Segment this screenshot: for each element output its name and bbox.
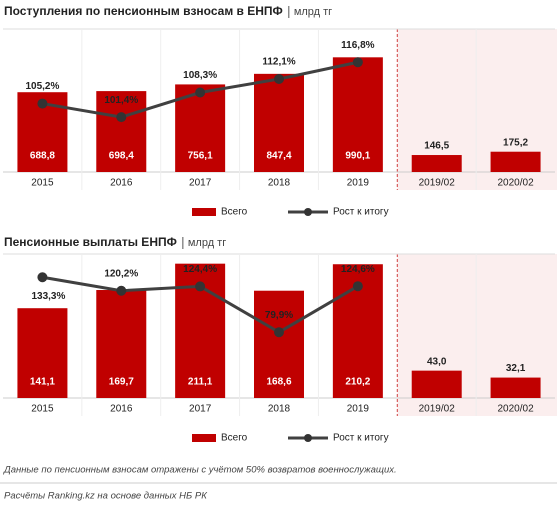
bar xyxy=(490,377,541,398)
bar-value-label: 168,6 xyxy=(266,377,291,388)
chart-unit: млрд тг xyxy=(294,6,332,18)
x-tick-label: 2017 xyxy=(189,404,212,415)
bar xyxy=(332,57,383,172)
growth-marker xyxy=(116,112,127,123)
legend-label: Рост к итогу xyxy=(333,433,389,444)
x-tick-label: 2019/02 xyxy=(419,404,456,415)
legend-marker xyxy=(304,434,312,442)
line-value-label: 101,4% xyxy=(104,95,138,106)
x-tick-label: 2018 xyxy=(268,178,291,189)
growth-marker xyxy=(37,272,48,283)
source: Расчёты Ranking.kz на основе данных НБ Р… xyxy=(4,491,208,502)
chart-title: Поступления по пенсионным взносам в ЕНПФ xyxy=(4,4,283,18)
line-value-label: 124,6% xyxy=(341,264,375,275)
line-value-label: 105,2% xyxy=(25,81,59,92)
x-tick-label: 2019 xyxy=(347,404,370,415)
growth-marker xyxy=(274,327,284,338)
x-tick-label: 2015 xyxy=(31,178,54,189)
x-tick-label: 2020/02 xyxy=(497,404,534,415)
bar xyxy=(96,290,147,398)
line-value-label: 120,2% xyxy=(104,268,138,279)
chart-title: Пенсионные выплаты ЕНПФ xyxy=(4,235,177,249)
x-tick-label: 2017 xyxy=(189,178,212,189)
bar-value-label: 698,4 xyxy=(109,151,134,162)
x-tick-label: 2018 xyxy=(268,404,291,415)
bar-value-label: 990,1 xyxy=(345,151,370,162)
bar-value-label: 756,1 xyxy=(188,151,213,162)
chart-unit: млрд тг xyxy=(188,237,226,249)
bar-value-label: 847,4 xyxy=(266,151,291,162)
bar xyxy=(254,73,304,172)
growth-marker xyxy=(352,281,363,292)
bar-value-label: 146,5 xyxy=(424,141,449,152)
bar-value-label: 169,7 xyxy=(109,377,134,388)
x-tick-label: 2020/02 xyxy=(497,178,534,189)
line-value-label: 133,3% xyxy=(31,291,65,302)
bar xyxy=(96,91,147,172)
legend-swatch xyxy=(192,208,216,216)
x-tick-label: 2016 xyxy=(110,178,133,189)
x-tick-label: 2015 xyxy=(31,404,54,415)
bar-value-label: 141,1 xyxy=(30,377,55,388)
growth-marker xyxy=(274,73,284,84)
growth-marker xyxy=(195,281,206,292)
bar-value-label: 175,2 xyxy=(503,137,528,148)
bar-value-label: 32,1 xyxy=(506,363,526,374)
bar-value-label: 688,8 xyxy=(30,151,55,162)
growth-marker xyxy=(37,98,48,109)
bar xyxy=(254,290,304,398)
bar-value-label: 210,2 xyxy=(345,377,370,388)
line-value-label: 79,9% xyxy=(265,310,293,321)
bar xyxy=(17,308,68,398)
bar xyxy=(411,155,462,172)
x-tick-label: 2019 xyxy=(347,178,370,189)
line-value-label: 112,1% xyxy=(262,57,295,68)
legend-label: Всего xyxy=(221,207,248,218)
line-value-label: 108,3% xyxy=(183,70,217,81)
bar-value-label: 211,1 xyxy=(188,377,213,388)
line-value-label: 116,8% xyxy=(341,40,374,51)
x-tick-label: 2016 xyxy=(110,404,133,415)
line-value-label: 124,4% xyxy=(183,264,217,275)
growth-marker xyxy=(116,285,127,296)
bar-value-label: 43,0 xyxy=(427,356,447,367)
footnote: Данные по пенсионным взносам отражены с … xyxy=(3,465,397,476)
bar xyxy=(490,151,541,172)
x-tick-label: 2019/02 xyxy=(419,178,456,189)
legend-swatch xyxy=(192,434,216,442)
bar xyxy=(411,370,462,398)
legend-label: Рост к итогу xyxy=(333,207,389,218)
legend-label: Всего xyxy=(221,433,248,444)
legend-marker xyxy=(304,208,312,216)
growth-marker xyxy=(195,87,206,98)
growth-marker xyxy=(352,57,363,68)
